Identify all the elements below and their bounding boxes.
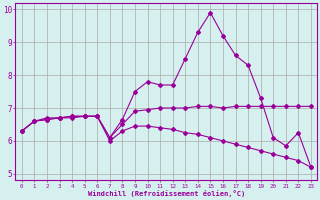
X-axis label: Windchill (Refroidissement éolien,°C): Windchill (Refroidissement éolien,°C) bbox=[88, 190, 245, 197]
